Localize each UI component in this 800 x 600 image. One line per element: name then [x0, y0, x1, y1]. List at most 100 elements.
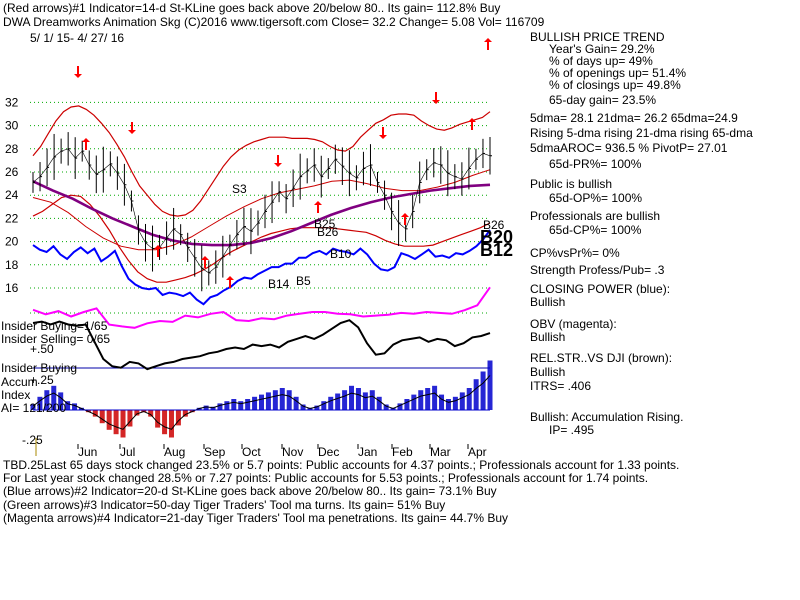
accum-bar: [168, 410, 174, 438]
right-panel-row: Rising 5-dma rising 21-dma rising 65-dma: [530, 126, 753, 140]
right-panel-row: Year's Gain= 29.2%: [549, 42, 655, 56]
accum-label: Accum: [1, 375, 38, 389]
accum-bar: [92, 410, 98, 417]
insider-buying-label: Insider Buying: [1, 361, 77, 375]
signal-arrows: [74, 38, 492, 288]
minus-25-label: -.25: [22, 433, 43, 447]
accum-bar: [466, 388, 472, 410]
arrow-down-icon: [379, 135, 387, 139]
x-tick-label: Apr: [468, 445, 487, 459]
mid-ma-line: [32, 169, 491, 251]
accum-bar: [480, 371, 486, 410]
accum-bar: [224, 401, 230, 410]
accum-bar: [203, 405, 209, 410]
grid-lines: 32 30 28 26 24 22 20 18 16: [5, 95, 490, 369]
footer-line-5: (Magenta arrows)#4 Indicator=21-day Tige…: [3, 511, 508, 525]
arrow-down-icon: [432, 100, 440, 104]
accum-bar: [231, 399, 237, 410]
ai-label: AI= 121/200: [1, 401, 66, 415]
accum-bar: [335, 393, 341, 410]
lower-band-line: [32, 194, 491, 283]
accum-bar: [238, 401, 244, 410]
arrow-up-icon: [82, 138, 90, 142]
accum-bar: [452, 396, 458, 410]
ma65-line: [32, 180, 491, 247]
signal-b14: B14: [268, 277, 290, 291]
accum-bar: [113, 410, 119, 435]
signal-b10: B10: [330, 247, 352, 261]
accum-bar: [321, 401, 327, 410]
right-panel-row: CLOSING POWER (blue):: [530, 282, 670, 296]
arrow-up-icon: [314, 201, 322, 205]
closing-power-line: [32, 229, 491, 306]
accum-bar: [134, 410, 140, 416]
accum-bar: [314, 405, 320, 410]
price-bands: [32, 105, 491, 283]
accum-bar: [459, 392, 465, 410]
right-panel-row: 5dmaAROC= 936.5 % PivotP= 27.01: [530, 141, 728, 155]
x-tick-label: Sep: [204, 445, 226, 459]
accum-bar: [148, 410, 154, 417]
y-tick-label: 22: [5, 211, 19, 225]
insider-selling-label: Insider Selling= 0/65: [1, 332, 110, 346]
y-tick-label: 30: [5, 119, 19, 133]
y-tick-label: 16: [5, 281, 19, 295]
accum-bar: [383, 404, 389, 410]
accum-bar: [120, 410, 126, 438]
signal-b26: B26: [317, 225, 339, 239]
accum-bar: [342, 390, 348, 410]
accum-bar: [210, 406, 216, 410]
accum-bar: [300, 404, 306, 410]
right-panel-row: ITRS= .406: [530, 379, 591, 393]
accum-bar: [404, 399, 410, 410]
insider-line: [32, 319, 491, 371]
footer-line-3: (Blue arrows)#2 Indicator=20-d St-KLine …: [3, 484, 497, 498]
right-panel-row: % of closings up= 49.8%: [549, 78, 681, 92]
axis-ticks: Jun Jul Aug Sep Oct Nov Dec Jan Feb Mar Apr: [35, 438, 487, 459]
accum-bar: [355, 388, 361, 410]
insider-buying-count-label: Insider Buying=1/65: [1, 319, 108, 333]
accum-ma-line: [32, 375, 491, 430]
accum-bar: [369, 390, 375, 410]
price-close-line: [32, 148, 491, 274]
arrow-up-icon: [154, 245, 162, 249]
x-tick-label: Dec: [318, 445, 339, 459]
accum-bar: [72, 403, 78, 410]
right-panel-row: Strength Profess/Pub= .3: [530, 263, 665, 277]
accum-bar: [127, 410, 133, 427]
right-panel-row: Professionals are bullish: [530, 209, 660, 223]
arrow-up-icon: [226, 276, 234, 280]
footer-line-4: (Green arrows)#3 Indicator=50-day Tiger …: [3, 498, 445, 512]
footer-line-2: For Last year stock changed 28.5% or 7.2…: [3, 471, 648, 485]
price-bars: [32, 132, 492, 292]
footer-line-1: TBD.25Last 65 days stock changed 23.5% o…: [3, 458, 679, 472]
signal-b5: B5: [296, 274, 311, 288]
accum-bar: [286, 390, 292, 410]
x-tick-label: Nov: [282, 445, 303, 459]
accum-bar: [362, 392, 368, 410]
right-panel-row: BULLISH PRICE TREND: [530, 30, 665, 44]
x-tick-label: Jan: [358, 445, 377, 459]
signal-s3: S3: [232, 182, 247, 196]
accum-bar: [44, 390, 50, 410]
y-tick-label: 18: [5, 258, 19, 272]
y-tick-label: 32: [5, 95, 19, 109]
right-panel-row: % of openings up= 51.4%: [549, 66, 686, 80]
right-panel-row: Public is bullish: [530, 177, 612, 191]
accum-bar: [272, 390, 278, 410]
closing-power-line: [32, 229, 491, 306]
accum-bar: [175, 410, 181, 426]
y-tick-label: 24: [5, 188, 19, 202]
header-line-2: DWA Dreamworks Animation Skg (C)2016 www…: [3, 15, 545, 29]
accum-bar: [37, 396, 43, 410]
accum-bar: [293, 396, 299, 410]
header-line-1: (Red arrows)#1 Indicator=14-d St-KLine g…: [3, 1, 500, 15]
lower-panels: [30, 286, 493, 438]
accum-bar: [99, 410, 105, 424]
signal-b20: B20: [480, 227, 513, 247]
right-panel-row: % of days up= 49%: [549, 54, 653, 68]
accum-bar: [245, 399, 251, 410]
right-panel-row: REL.STR..VS DJI (brown):: [530, 351, 672, 365]
right-panel-row: CP%vsPr%= 0%: [530, 246, 620, 260]
